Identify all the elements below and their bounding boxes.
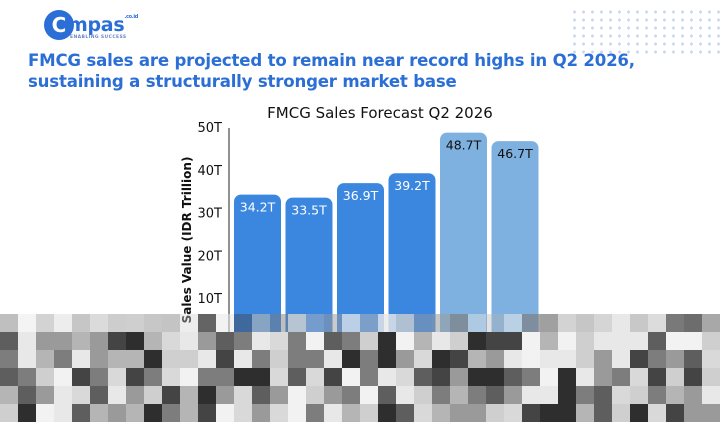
bar xyxy=(285,197,333,351)
bar-data-label: 36.9T xyxy=(343,188,379,203)
y-tick-label: 20T xyxy=(198,249,223,264)
logo-icon: C xyxy=(44,10,74,40)
y-axis-label: Sales Value (IDR Trillion) xyxy=(180,157,194,324)
logo-suffix: .co.id xyxy=(124,14,139,20)
y-tick-label: 50T xyxy=(198,121,223,136)
decorative-dot-pattern xyxy=(570,8,720,54)
y-tick-label: 30T xyxy=(198,207,223,222)
bar-data-label: 33.5T xyxy=(291,203,327,218)
bar-data-label: 46.7T xyxy=(497,146,533,161)
logo-wordmark: mpas.co.id xyxy=(68,14,138,36)
bar-data-label: 48.7T xyxy=(446,138,482,153)
bar xyxy=(337,183,384,351)
bar-data-label: 34.2T xyxy=(240,200,276,215)
chart-title: FMCG Sales Forecast Q2 2026 xyxy=(267,104,493,122)
y-tick-label: 10T xyxy=(198,292,223,307)
bar xyxy=(388,173,436,351)
bar-series: 34.2T 33.5T 36.9T 39.2T 48.7T 46.7T xyxy=(234,132,539,351)
pixelated-overlay xyxy=(0,314,720,422)
logo-tagline: ENABLING SUCCESS xyxy=(70,35,127,40)
y-tick-label: 40T xyxy=(198,164,223,179)
bar xyxy=(491,141,539,351)
brand-logo: C mpas.co.id ENABLING SUCCESS xyxy=(44,10,140,46)
bar xyxy=(440,132,487,351)
bar-data-label: 39.2T xyxy=(394,178,430,193)
y-axis-ticks: 010T20T30T40T50T xyxy=(198,121,223,350)
page-headline: FMCG sales are projected to remain near … xyxy=(28,51,635,91)
bar xyxy=(234,194,281,351)
logo-text: mpas xyxy=(68,14,125,36)
